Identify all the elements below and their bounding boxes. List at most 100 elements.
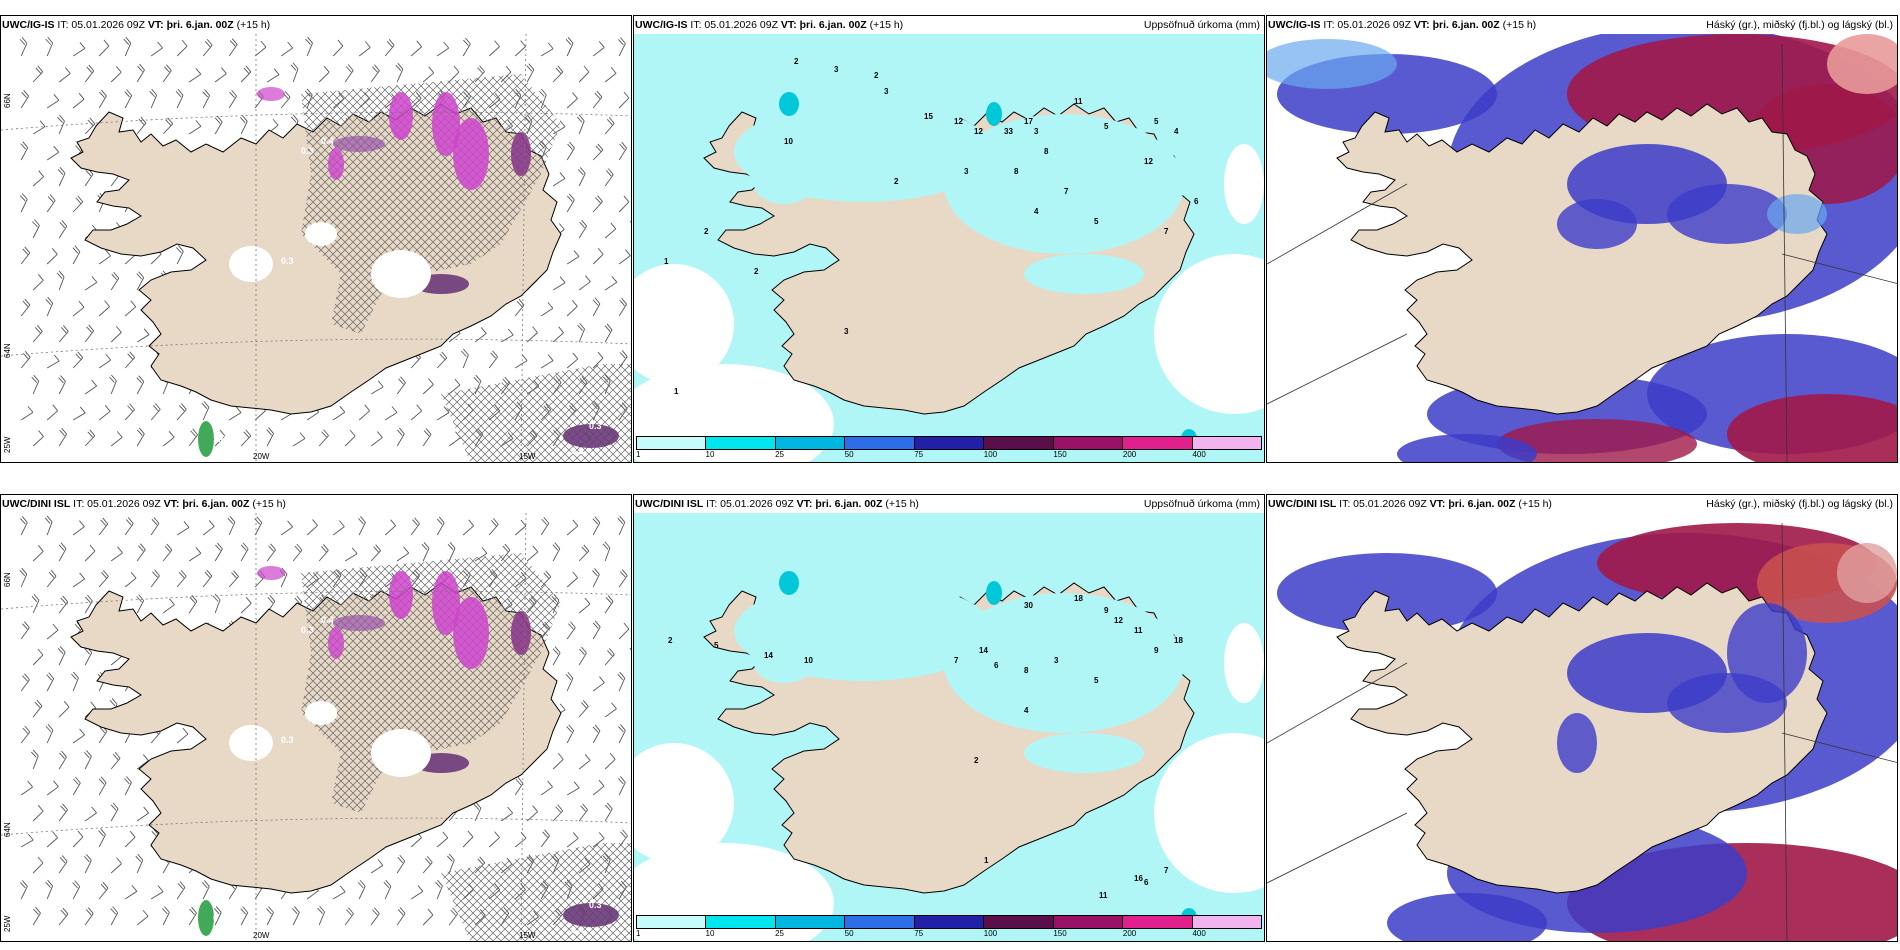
colorbar-tick-label: 75 — [914, 929, 924, 938]
map-panel-dini-clouds: UWC/DINI ISL IT: 05.01.2026 09Z VT: þri.… — [1266, 494, 1898, 942]
precip-value-label: 2 — [894, 177, 899, 186]
panel-header: UWC/IG-IS IT: 05.01.2026 09Z VT: þri. 6.… — [1, 16, 271, 34]
vt-value: þri. 6.jan. 00Z — [815, 498, 883, 510]
snow-value-label: 0.3 — [571, 446, 584, 456]
it-value: 05.01.2026 09Z — [720, 498, 794, 510]
vt-label: VT: — [1426, 498, 1449, 510]
model-name: UWC/DINI ISL — [2, 498, 71, 510]
precip-value-label: 3 — [844, 327, 849, 336]
snow-value-label: 0.3 — [301, 625, 314, 635]
precip-value-label: 10 — [804, 656, 813, 665]
colorbar-tick-label: 10 — [705, 450, 715, 459]
panel-header: UWC/DINI ISL IT: 05.01.2026 09Z VT: þri.… — [634, 495, 919, 513]
precip-value-label: 15 — [924, 112, 933, 121]
precip-value-label: 9 — [1104, 606, 1109, 615]
map-panel-dini-wind-snow: UWC/DINI ISL IT: 05.01.2026 09Z VT: þri.… — [0, 494, 632, 942]
vt-value: þri. 6.jan. 00Z — [799, 19, 867, 31]
colorbar-swatch — [845, 437, 915, 449]
lon-label-20w: 20W — [253, 452, 270, 461]
precip-value-label: 8 — [1014, 167, 1019, 176]
colorbar-swatch — [706, 437, 776, 449]
precip-value-label: 12 — [974, 127, 983, 136]
graticule — [1, 34, 631, 462]
it-value: 05.01.2026 09Z — [1353, 498, 1427, 510]
precip-value-label: 12 — [1114, 616, 1123, 625]
precip-value-label: 14 — [764, 651, 773, 660]
precip-value-label: 9 — [1154, 646, 1159, 655]
lat-label-64n: 64N — [3, 343, 12, 358]
glacier-white — [229, 222, 431, 298]
lead-time: (+15 h) — [1515, 498, 1552, 510]
vt-label: VT: — [160, 498, 183, 510]
it-label: IT: — [687, 19, 705, 31]
model-name: UWC/DINI ISL — [1268, 498, 1337, 510]
precip-value-label: 7 — [1064, 187, 1069, 196]
colorbar-swatch — [914, 916, 985, 928]
vt-value: þri. 6.jan. 00Z — [166, 19, 234, 31]
precip-value-label: 7 — [1164, 227, 1169, 236]
precip-value-label: 1 — [664, 257, 669, 266]
colorbar-swatch — [845, 916, 915, 928]
it-value: 05.01.2026 09Z — [87, 498, 161, 510]
snow-value-label-group: 0.3 0.4 0.3 1.6 0.3 0.3 — [213, 136, 602, 456]
precip-value-label: 4 — [1034, 207, 1039, 216]
snow-value-label: 0.4 — [571, 925, 584, 935]
precip-value-label: 11 — [1134, 626, 1143, 635]
colorbar-tick-label: 25 — [775, 929, 785, 938]
colorbar-swatch — [1192, 916, 1261, 928]
colorbar-tick-label: 10 — [705, 929, 715, 938]
cloud-over-land — [1557, 603, 1807, 773]
vt-label: VT: — [144, 19, 167, 31]
vt-value: þri. 6.jan. 00Z — [1448, 498, 1516, 510]
lat-label-64n: 64N — [3, 822, 12, 837]
precip-value-label: 12 — [954, 117, 963, 126]
colorbar-swatch — [914, 437, 985, 449]
lon-label-15w: 15W — [519, 931, 536, 940]
precip-value-label: 11 — [1074, 97, 1083, 106]
it-value: 05.01.2026 09Z — [1337, 19, 1411, 31]
precip-value-label: 8 — [1044, 147, 1049, 156]
precip-over-land — [734, 102, 1184, 294]
colorbar-swatch — [775, 916, 846, 928]
map-canvas — [1267, 34, 1897, 462]
it-value: 05.01.2026 09Z — [71, 19, 145, 31]
precip-value-label: 6 — [994, 661, 999, 670]
precip-value-label: 5 — [1094, 676, 1099, 685]
snow-value-label: 0.3 — [589, 900, 602, 910]
colorbar-tick-label: 400 — [1192, 450, 1206, 459]
map-canvas — [1267, 513, 1897, 941]
precip-value-label: 7 — [954, 656, 959, 665]
precip-value-label: 3 — [964, 167, 969, 176]
precip-value-label: 3 — [834, 65, 839, 74]
panel-header: UWC/DINI ISL IT: 05.01.2026 09Z VT: þri.… — [1, 495, 286, 513]
panel-header: UWC/DINI ISL IT: 05.01.2026 09Z VT: þri.… — [1267, 495, 1552, 513]
map-canvas: 0.3 0.4 0.3 1.6 0.3 0.3 — [1, 34, 631, 462]
precip-value-label: 12 — [1144, 157, 1153, 166]
precip-value-label: 30 — [1024, 601, 1033, 610]
snow-blobs — [198, 87, 619, 457]
precip-value-label: 17 — [1024, 117, 1033, 126]
vt-label: VT: — [1410, 19, 1433, 31]
precip-value-label: 1 — [984, 856, 989, 865]
precip-colorbar: 1 10 25 50 75 100 150 200 400 — [636, 436, 1262, 460]
colorbar-swatch — [775, 437, 846, 449]
colorbar-swatch — [1123, 437, 1193, 449]
colorbar-tick-label: 1 — [636, 450, 641, 459]
panel-right-title: Uppsöfnuð úrkoma (mm) — [1143, 495, 1260, 513]
lead-time: (+15 h) — [866, 19, 904, 31]
lat-label-66n: 66N — [3, 572, 12, 587]
precip-value-label: 7 — [1164, 866, 1169, 875]
lon-label-20w: 20W — [253, 931, 270, 940]
colorbar-tick-label: 150 — [1053, 450, 1067, 459]
snow-blobs — [198, 566, 619, 936]
projection-lines — [1267, 522, 1897, 941]
precip-value-label: 18 — [1174, 636, 1183, 645]
glacier-white — [229, 701, 431, 777]
lon-label-25w: 25W — [3, 915, 12, 932]
snow-value-label: 0.3 — [281, 735, 294, 745]
colorbar-tick-label: 200 — [1122, 929, 1137, 938]
model-name: UWC/DINI ISL — [635, 498, 704, 510]
vt-label: VT: — [777, 19, 800, 31]
colorbar-swatch — [637, 916, 707, 928]
